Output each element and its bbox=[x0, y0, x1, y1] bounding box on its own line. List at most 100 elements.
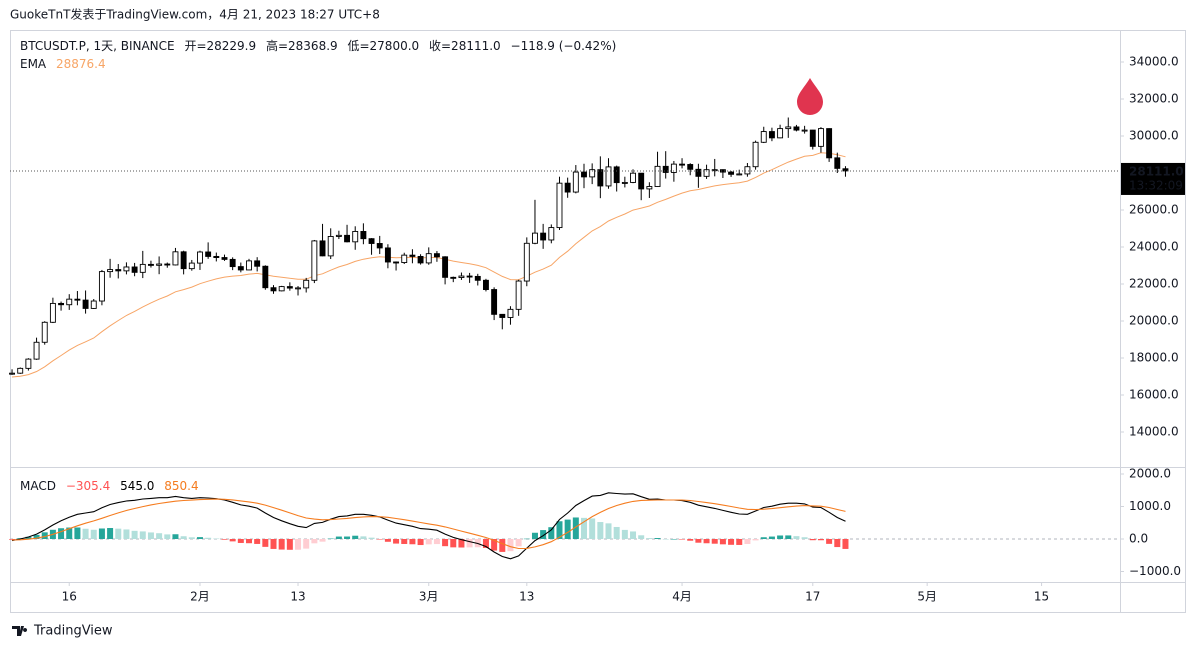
candle-body bbox=[393, 261, 400, 264]
macd-histogram-bar bbox=[188, 537, 195, 539]
macd-histogram-bar bbox=[630, 531, 637, 539]
candle-body bbox=[33, 341, 40, 360]
macd-histogram-bar bbox=[278, 538, 285, 550]
candle-body bbox=[425, 253, 432, 264]
candle-body bbox=[482, 279, 489, 291]
macd-histogram-bar bbox=[425, 538, 432, 545]
macd-histogram-bar bbox=[621, 529, 628, 539]
macd-histogram-bar bbox=[752, 538, 759, 541]
macd-histogram-bar bbox=[139, 531, 146, 539]
candle-body bbox=[246, 260, 252, 271]
candle-body bbox=[376, 243, 383, 249]
candle-body bbox=[311, 240, 318, 281]
macd-histogram-bar bbox=[809, 538, 816, 541]
macd-histogram-bar bbox=[482, 538, 489, 548]
candle-body bbox=[270, 287, 277, 292]
candle-body bbox=[278, 286, 285, 292]
ohlc-close: 收=28111.0 bbox=[429, 39, 501, 53]
candle-body bbox=[556, 182, 563, 229]
macd-histogram-bar bbox=[335, 536, 342, 539]
y-tick-label: 34000.0 bbox=[1129, 55, 1179, 69]
macd-histogram-bar bbox=[409, 538, 416, 545]
macd-histogram-bar bbox=[286, 538, 293, 550]
tradingview-logo: TradingView bbox=[12, 624, 113, 639]
candle-body bbox=[197, 251, 203, 264]
y-tick-label: 24000.0 bbox=[1129, 240, 1179, 254]
macd-histogram-bar bbox=[466, 538, 473, 548]
candle-body bbox=[662, 165, 669, 173]
macd-line bbox=[11, 492, 846, 560]
candle-body bbox=[842, 168, 849, 172]
macd-histogram-bar bbox=[352, 535, 359, 539]
candle-body bbox=[262, 265, 269, 289]
signal-value: 850.4 bbox=[164, 479, 198, 493]
macd-histogram-bar bbox=[491, 538, 498, 551]
macd-histogram-bar bbox=[670, 538, 677, 540]
macd-histogram-bar bbox=[834, 538, 841, 548]
macd-histogram-bar bbox=[254, 538, 261, 544]
ohlc-low: 低=27800.0 bbox=[347, 39, 419, 53]
macd-histogram-bar bbox=[646, 538, 653, 539]
macd-histogram-bar bbox=[319, 538, 326, 542]
candle-body bbox=[58, 302, 65, 306]
candle-body bbox=[719, 169, 726, 173]
candle-body bbox=[834, 157, 841, 169]
candle-body bbox=[123, 266, 130, 272]
candle-body bbox=[630, 172, 636, 183]
macd-histogram-bar bbox=[662, 538, 669, 540]
macd-histogram-bar bbox=[74, 527, 81, 539]
macd-histogram-bar bbox=[213, 538, 220, 540]
y-tick-label: 16000.0 bbox=[1129, 387, 1179, 401]
macd-histogram-bar bbox=[728, 538, 735, 545]
candle-body bbox=[156, 263, 163, 266]
macd-histogram-bar bbox=[9, 538, 16, 540]
macd-histogram-bar bbox=[25, 536, 32, 539]
macd-histogram-bar bbox=[679, 538, 686, 540]
candle-body bbox=[352, 231, 359, 243]
candle-body bbox=[621, 181, 628, 184]
candle-body bbox=[654, 165, 661, 187]
macd-histogram-bar bbox=[842, 538, 849, 549]
x-tick-label: 13 bbox=[290, 590, 305, 604]
macd-histogram-bar bbox=[540, 530, 547, 539]
candle-body bbox=[172, 251, 179, 266]
macd-histogram-bar bbox=[229, 538, 236, 542]
candle-body bbox=[188, 262, 195, 270]
candle-body bbox=[474, 275, 481, 281]
symbol-legend: BTCUSDT.P, 1天, BINANCE 开=28229.9 高=28368… bbox=[20, 38, 616, 53]
change: −118.9 (−0.42%) bbox=[511, 39, 617, 53]
candle-body bbox=[597, 169, 604, 187]
candle-body bbox=[613, 166, 620, 184]
brand: TradingView bbox=[33, 624, 113, 639]
candle-body bbox=[744, 166, 751, 175]
macd-histogram-bar bbox=[417, 538, 424, 546]
histogram-value: −305.4 bbox=[66, 479, 110, 493]
candle-body bbox=[25, 358, 32, 369]
blood-drop-icon bbox=[797, 78, 823, 115]
macd-histogram-bar bbox=[123, 529, 130, 539]
macd-histogram-bar bbox=[736, 538, 743, 545]
macd-legend: MACD −305.4 545.0 850.4 bbox=[20, 479, 199, 493]
macd-histogram-bar bbox=[368, 537, 375, 539]
candle-body bbox=[303, 279, 310, 289]
candle-body bbox=[826, 128, 833, 159]
candle-body bbox=[540, 232, 547, 241]
candle-body bbox=[107, 269, 114, 273]
candle-body bbox=[777, 128, 784, 139]
macd-histogram-bar bbox=[384, 538, 391, 542]
symbol: BTCUSDT.P, 1天, BINANCE bbox=[20, 39, 175, 53]
macd-histogram-bar bbox=[564, 519, 571, 539]
macd-histogram-bar bbox=[237, 538, 244, 543]
candle-body bbox=[687, 164, 694, 170]
candle-body bbox=[728, 171, 735, 175]
candle-body bbox=[41, 321, 48, 343]
macd-histogram-bar bbox=[523, 538, 530, 540]
macd-histogram-bar bbox=[327, 538, 334, 540]
macd-histogram-bar bbox=[147, 532, 154, 539]
candle-body bbox=[442, 256, 449, 278]
candle-body bbox=[335, 234, 342, 237]
candle-body bbox=[213, 255, 220, 258]
macd-histogram-bar bbox=[131, 530, 138, 539]
x-tick-label: 13 bbox=[519, 590, 534, 604]
